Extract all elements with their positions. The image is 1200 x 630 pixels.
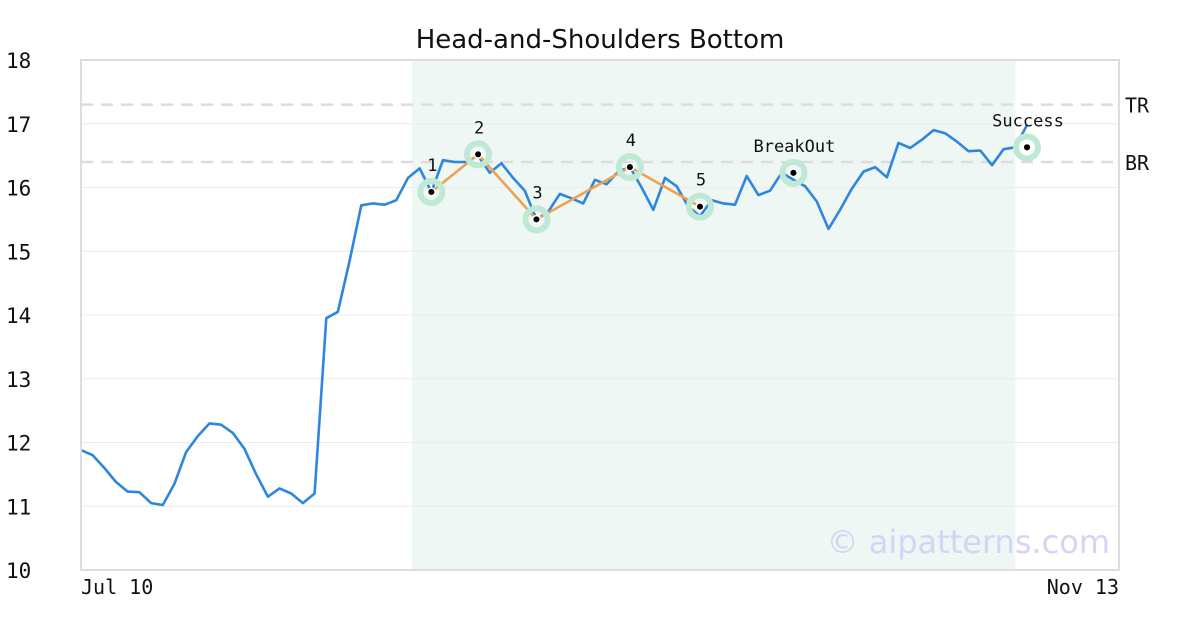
marker-halo (417, 177, 446, 206)
y-tick-label: 14 (6, 304, 31, 328)
y-tick-label: 10 (6, 559, 31, 583)
y-tick-label: 16 (6, 177, 31, 201)
marker-halo (1013, 133, 1041, 162)
y-tick-label: 17 (6, 113, 31, 137)
y-tick-label: 15 (6, 240, 31, 264)
gridlines (81, 123, 1119, 507)
price-series-line (80, 124, 1029, 507)
y-tick-label: 13 (6, 368, 31, 392)
chart-title: Head-and-Shoulders Bottom (416, 25, 785, 55)
marker-label: 5 (696, 171, 706, 191)
y-tick-label: 11 (6, 495, 31, 519)
marker-label: BreakOut (753, 137, 835, 157)
series-layer (80, 124, 1029, 507)
reference-line-label: BR (1125, 151, 1150, 175)
marker-halo (685, 192, 714, 221)
marker-label: 2 (474, 118, 484, 138)
marker-layer: 1 2 3 4 5 BreakOut Success (417, 111, 1064, 234)
reference-line-label: TR (1125, 94, 1150, 118)
marker-label: 3 (532, 183, 542, 203)
marker-halo (522, 205, 551, 234)
x-tick-label: Jul 10 (81, 575, 153, 599)
y-tick-label: 12 (6, 432, 31, 456)
y-tick-label: 18 (6, 49, 31, 73)
watermark: © aipatterns.com (827, 523, 1110, 561)
marker-point (695, 202, 705, 212)
marker-point (426, 187, 436, 197)
x-tick-label: Nov 13 (1047, 575, 1119, 599)
marker-halo (615, 153, 644, 182)
marker-point (531, 214, 542, 224)
marker-halo (779, 158, 808, 187)
marker-label: 1 (427, 156, 437, 176)
marker-label: 4 (626, 131, 636, 151)
marker-point (788, 168, 798, 178)
plot-frame (80, 59, 1120, 571)
marker-point (625, 162, 635, 172)
marker-halo (464, 140, 493, 169)
marker-label: Success (992, 111, 1064, 131)
marker-point (473, 149, 483, 159)
marker-point (1022, 142, 1032, 152)
reference-lines: TR BR (81, 94, 1150, 175)
